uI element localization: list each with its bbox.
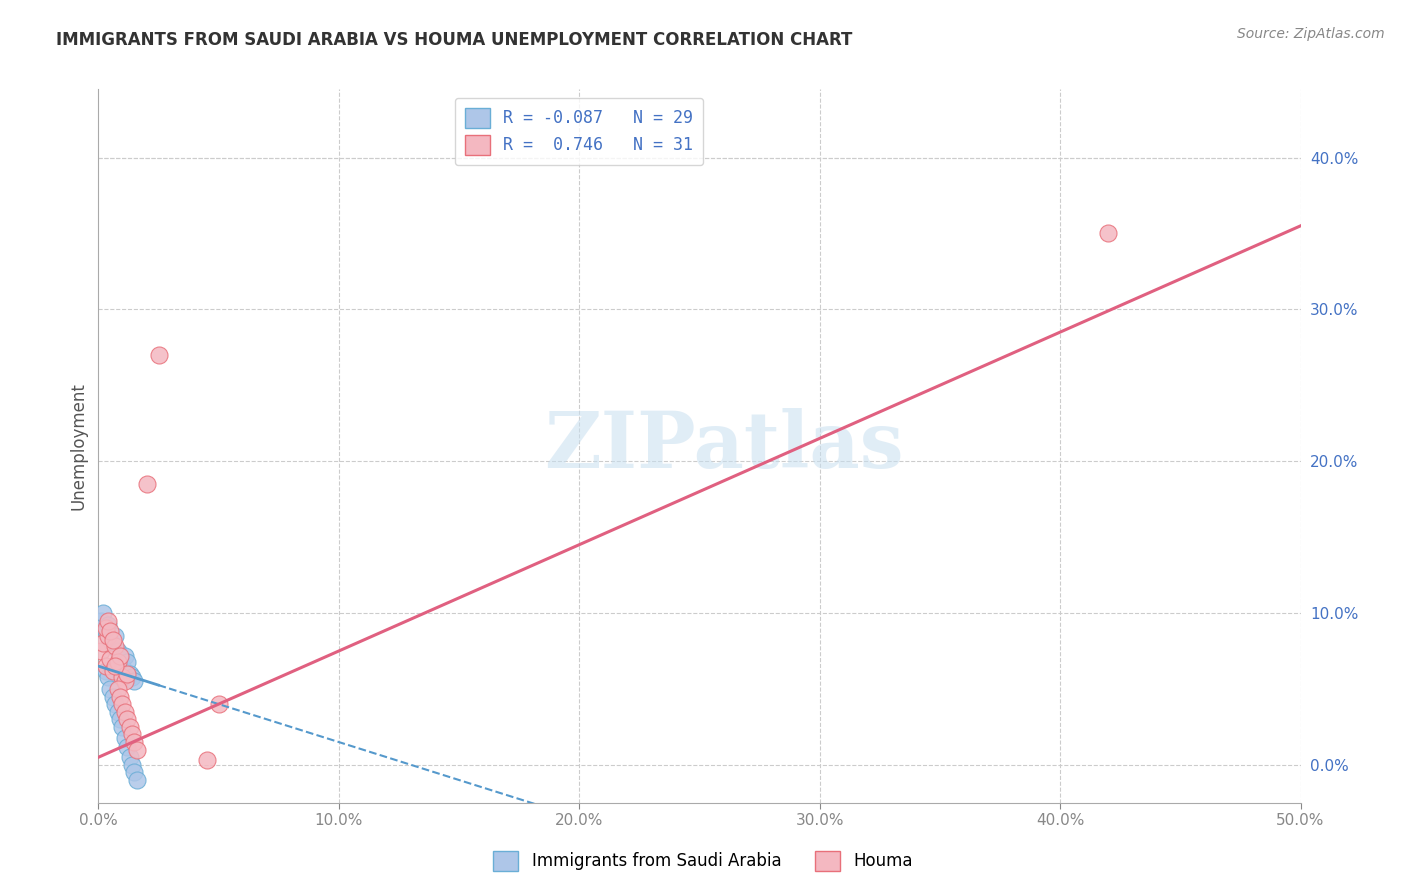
Point (117, 712, 139, 726)
Point (100, 651, 122, 665)
Point (108, 690, 131, 704)
Legend: R = -0.087   N = 29, R =  0.746   N = 31: R = -0.087 N = 29, R = 0.746 N = 31 (456, 97, 703, 165)
Point (118, 720, 141, 734)
Point (100, 681, 122, 696)
Point (118, 666, 141, 681)
Point (208, 697, 231, 711)
Point (100, 624, 122, 639)
Point (94, 664, 117, 678)
Point (104, 629, 127, 643)
Point (125, 772, 148, 787)
Point (114, 705, 136, 719)
Point (121, 757, 143, 772)
Point (117, 655, 139, 669)
Text: IMMIGRANTS FROM SAUDI ARABIA VS HOUMA UNEMPLOYMENT CORRELATION CHART: IMMIGRANTS FROM SAUDI ARABIA VS HOUMA UN… (56, 31, 852, 49)
Point (114, 674, 136, 689)
Point (97, 670, 120, 684)
Point (124, 735, 146, 749)
Point (114, 731, 136, 745)
Point (107, 705, 129, 719)
Point (100, 633, 122, 648)
Point (101, 690, 124, 704)
Point (111, 670, 134, 684)
Point (97, 614, 120, 628)
Point (121, 670, 143, 684)
Point (94, 659, 117, 673)
Point (1097, 227, 1119, 241)
Point (107, 644, 129, 658)
Point (195, 753, 218, 767)
Point (94, 624, 117, 639)
Point (114, 648, 136, 663)
Point (135, 477, 157, 491)
Point (90, 614, 112, 628)
Point (91, 606, 114, 620)
Point (121, 727, 143, 741)
Y-axis label: Unemployment: Unemployment (69, 382, 87, 510)
Point (148, 348, 170, 362)
Point (108, 712, 131, 726)
Text: Source: ZipAtlas.com: Source: ZipAtlas.com (1237, 27, 1385, 41)
Point (101, 633, 124, 648)
Point (111, 720, 134, 734)
Legend: Immigrants from Saudi Arabia, Houma: Immigrants from Saudi Arabia, Houma (485, 842, 921, 880)
Point (124, 674, 146, 689)
Point (117, 739, 139, 754)
Point (108, 648, 131, 663)
Point (90, 644, 112, 658)
Point (104, 697, 127, 711)
Point (94, 621, 117, 635)
Point (124, 765, 146, 780)
Point (104, 659, 127, 673)
Point (118, 750, 141, 764)
Point (107, 681, 129, 696)
Point (111, 697, 134, 711)
Point (97, 629, 120, 643)
Point (97, 618, 120, 632)
Point (108, 651, 131, 665)
Point (101, 664, 124, 678)
Point (101, 640, 124, 654)
Point (91, 636, 114, 650)
Point (117, 666, 139, 681)
Point (104, 640, 127, 654)
Text: ZIPatlas: ZIPatlas (544, 408, 903, 484)
Point (111, 659, 134, 673)
Point (107, 655, 129, 669)
Point (125, 742, 148, 756)
